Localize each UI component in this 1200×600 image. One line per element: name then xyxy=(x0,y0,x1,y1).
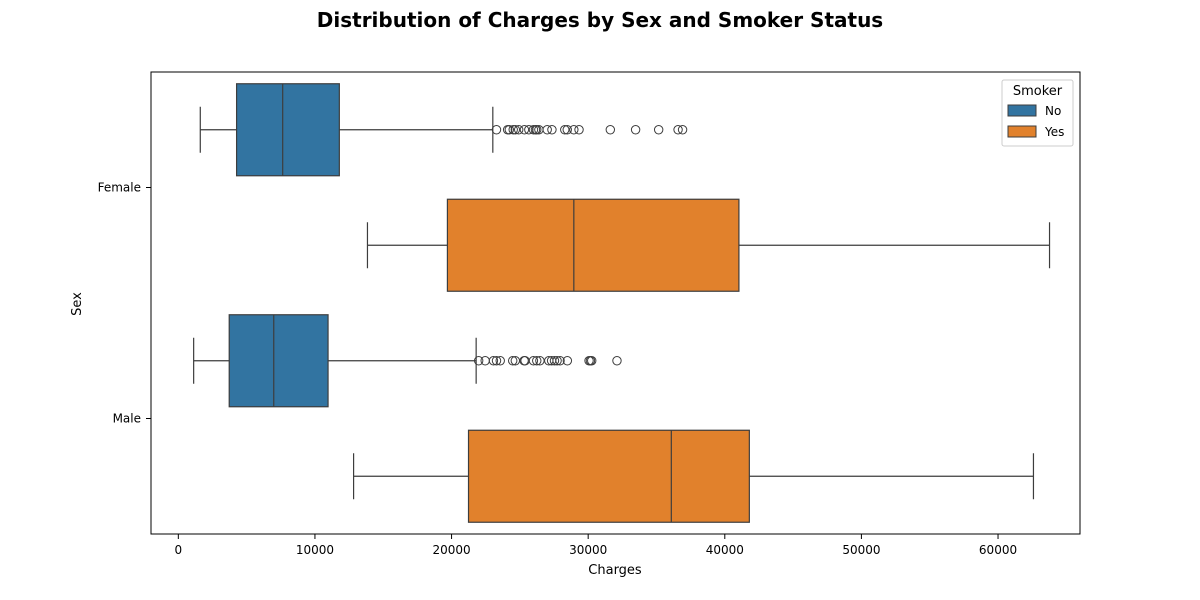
box-iqr xyxy=(446,198,740,292)
outlier-point xyxy=(574,125,584,135)
y-axis-label: Sex xyxy=(70,292,85,316)
legend-title: Smoker xyxy=(1013,84,1063,99)
outlier-point xyxy=(508,125,518,135)
outlier-point xyxy=(488,356,499,366)
box-yes-female xyxy=(366,198,1051,292)
x-tick-label: 10000 xyxy=(296,543,334,557)
chart-title: Distribution of Charges by Sex and Smoke… xyxy=(316,8,884,32)
outlier-point xyxy=(547,125,557,135)
outlier-point xyxy=(677,125,688,135)
plot-frame xyxy=(150,71,1081,535)
outlier-point xyxy=(612,356,622,366)
x-tick-label: 40000 xyxy=(706,543,744,557)
legend-label-yes: Yes xyxy=(1044,125,1064,139)
outlier-point xyxy=(532,356,542,366)
outlier-point xyxy=(514,125,524,135)
outlier-point xyxy=(510,125,521,135)
x-axis-label: Charges xyxy=(588,563,642,578)
outlier-point xyxy=(508,356,518,366)
box-iqr xyxy=(235,83,340,177)
box-no-male xyxy=(193,314,622,408)
outlier-point xyxy=(491,125,502,135)
outlier-point xyxy=(519,125,530,135)
box-iqr xyxy=(228,314,329,408)
outlier-point xyxy=(495,356,505,366)
box-yes-male xyxy=(352,429,1035,523)
outlier-point xyxy=(555,356,565,366)
legend: Smoker No Yes xyxy=(1001,79,1074,147)
outlier-point xyxy=(549,356,560,366)
legend-swatch-no xyxy=(1007,104,1037,117)
x-tick-label: 50000 xyxy=(842,543,880,557)
x-tick-label: 0 xyxy=(175,543,183,557)
outlier-point xyxy=(630,125,641,135)
x-tick-label: 30000 xyxy=(569,543,607,557)
outlier-point xyxy=(560,125,570,135)
x-tick-label: 60000 xyxy=(979,543,1017,557)
y-tick-label: Female xyxy=(98,181,141,195)
outlier-point xyxy=(491,356,502,366)
outlier-point xyxy=(542,125,552,135)
outlier-point xyxy=(653,125,664,135)
outlier-point xyxy=(552,356,562,366)
x-tick-label: 20000 xyxy=(432,543,470,557)
outlier-point xyxy=(587,356,597,366)
outlier-point xyxy=(480,356,490,366)
plot-area xyxy=(193,83,1051,523)
outlier-point xyxy=(473,356,484,366)
outlier-point xyxy=(532,125,542,135)
box-iqr xyxy=(467,429,750,523)
legend-label-no: No xyxy=(1045,104,1061,118)
outlier-point xyxy=(562,356,573,366)
box-no-female xyxy=(199,83,688,177)
outlier-point xyxy=(562,125,572,135)
outlier-point xyxy=(504,125,515,135)
outlier-point xyxy=(605,125,616,135)
axes: 0 10000 20000 30000 40000 50000 60000 Female Mal… xyxy=(98,71,1081,557)
y-tick-label: Male xyxy=(113,412,141,426)
outlier-point xyxy=(528,356,539,366)
legend-swatch-yes xyxy=(1007,125,1037,138)
outlier-point xyxy=(569,125,579,135)
outlier-point xyxy=(673,125,683,135)
